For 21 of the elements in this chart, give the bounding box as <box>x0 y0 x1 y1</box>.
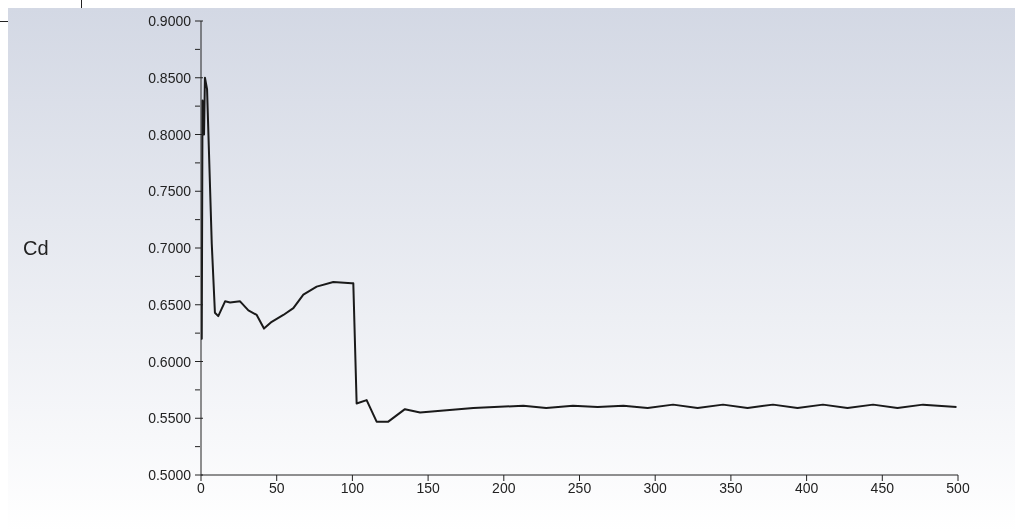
x-tick-label: 400 <box>794 479 819 496</box>
x-tick-label: 100 <box>340 479 365 496</box>
x-tick-label: 150 <box>416 479 440 496</box>
x-tick-label: 250 <box>567 479 592 496</box>
x-tick-label: 0 <box>197 479 206 496</box>
y-tick-label: 0.8000 <box>148 126 192 143</box>
y-tick-label: 0.5500 <box>148 410 192 427</box>
x-tick-label: 500 <box>946 479 970 496</box>
y-tick-label: 0.7000 <box>148 240 192 256</box>
x-tick-label: 450 <box>870 479 895 496</box>
y-tick-label: 0.8500 <box>148 69 192 86</box>
x-tick-label: 350 <box>719 479 743 496</box>
y-tick-label: 0.6000 <box>148 353 192 370</box>
x-tick-label: 200 <box>492 479 516 496</box>
y-axis-title: Cd <box>23 237 49 260</box>
x-tick-label: 300 <box>643 479 668 496</box>
y-tick-label: 0.5000 <box>148 467 192 483</box>
x-tick-label: 50 <box>268 479 285 496</box>
y-tick-label: 0.6500 <box>148 296 192 313</box>
y-tick-label: 0.9000 <box>148 13 192 29</box>
y-tick-label: 0.7500 <box>148 183 192 200</box>
